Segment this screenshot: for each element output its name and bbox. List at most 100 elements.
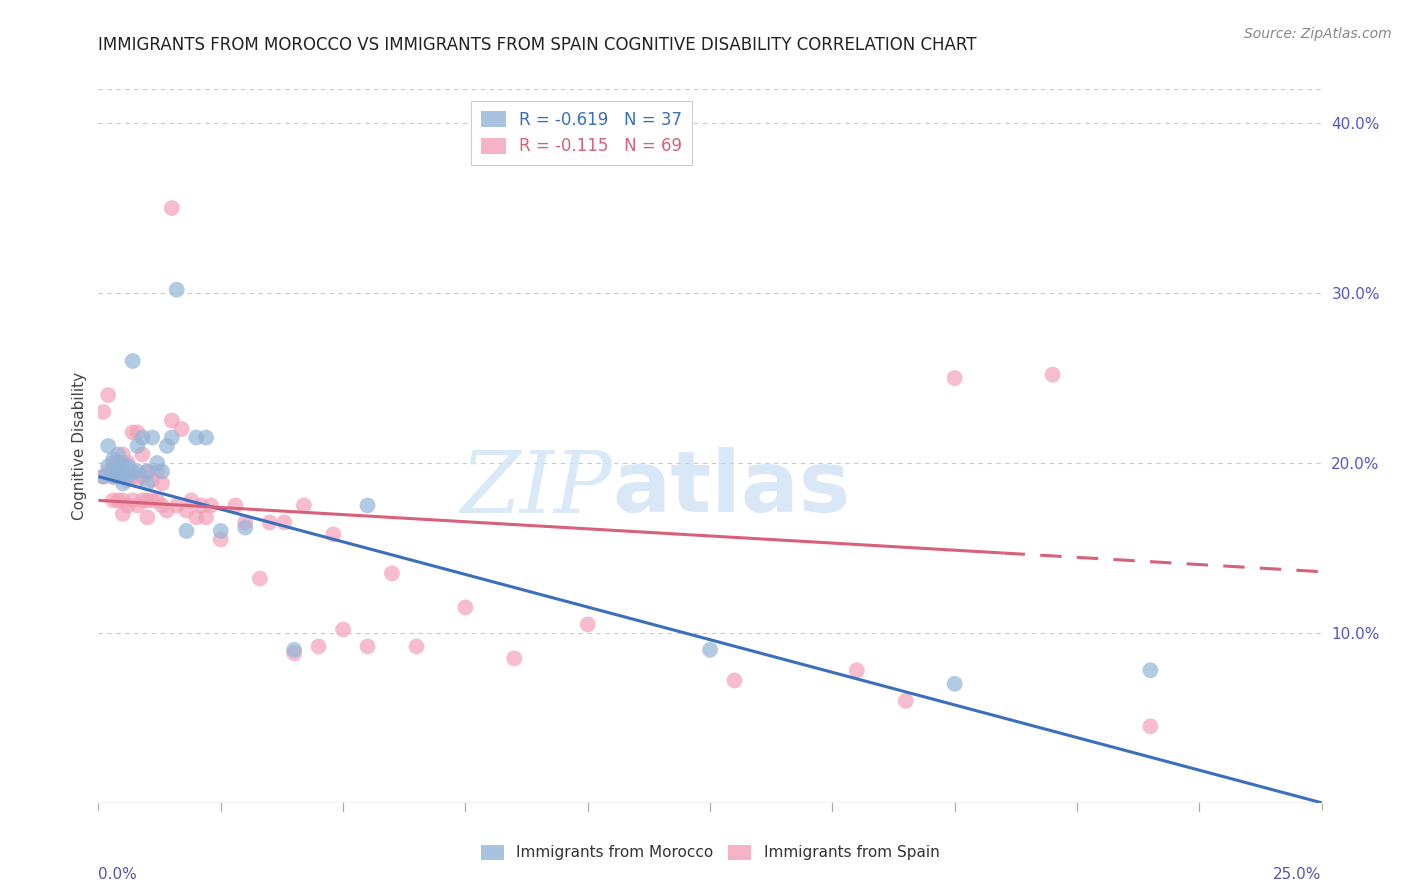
Point [97, 465, 120, 479]
Point [356, 640, 378, 654]
Text: atlas: atlas [612, 447, 851, 531]
Point [117, 456, 139, 470]
Text: 0.0%: 0.0% [98, 867, 138, 882]
Point [322, 527, 344, 541]
Point [195, 430, 218, 444]
Point [117, 459, 139, 474]
Text: ZIP: ZIP [460, 448, 612, 530]
Text: Source: ZipAtlas.com: Source: ZipAtlas.com [1244, 27, 1392, 41]
Point [131, 469, 153, 483]
Point [249, 572, 271, 586]
Point [97, 459, 120, 474]
Point [283, 643, 305, 657]
Point [1042, 368, 1064, 382]
Point [503, 651, 526, 665]
Point [150, 476, 173, 491]
Point [117, 499, 139, 513]
Point [107, 469, 129, 483]
Point [186, 510, 208, 524]
Legend: Immigrants from Morocco, Immigrants from Spain: Immigrants from Morocco, Immigrants from… [475, 838, 945, 866]
Y-axis label: Cognitive Disability: Cognitive Disability [72, 372, 87, 520]
Point [136, 465, 159, 479]
Point [160, 201, 183, 215]
Point [224, 499, 246, 513]
Point [121, 469, 143, 483]
Point [131, 448, 153, 462]
Point [136, 465, 159, 479]
Point [101, 456, 124, 470]
Point [699, 643, 721, 657]
Point [97, 439, 120, 453]
Point [146, 493, 169, 508]
Point [233, 516, 256, 530]
Point [127, 473, 149, 487]
Point [156, 439, 179, 453]
Text: 25.0%: 25.0% [1274, 867, 1322, 882]
Point [136, 493, 159, 508]
Point [141, 430, 163, 444]
Point [91, 469, 114, 483]
Point [101, 465, 124, 479]
Point [283, 646, 305, 660]
Point [127, 465, 149, 479]
Point [160, 430, 183, 444]
Point [91, 469, 114, 483]
Point [180, 493, 202, 508]
Point [121, 425, 143, 440]
Point [200, 499, 222, 513]
Point [107, 456, 129, 470]
Point [845, 663, 868, 677]
Point [111, 476, 134, 491]
Point [146, 465, 169, 479]
Point [127, 425, 149, 440]
Point [943, 371, 966, 385]
Point [381, 566, 404, 581]
Point [209, 524, 232, 538]
Point [111, 456, 134, 470]
Point [209, 533, 232, 547]
Point [107, 465, 129, 479]
Point [101, 493, 124, 508]
Point [308, 640, 330, 654]
Point [156, 503, 179, 517]
Point [160, 413, 183, 427]
Point [454, 600, 477, 615]
Point [405, 640, 427, 654]
Point [233, 520, 256, 534]
Point [176, 524, 198, 538]
Point [101, 469, 124, 483]
Point [107, 469, 129, 483]
Point [91, 405, 114, 419]
Point [101, 452, 124, 467]
Point [111, 465, 134, 479]
Point [136, 476, 159, 491]
Point [121, 465, 143, 479]
Point [111, 448, 134, 462]
Point [121, 354, 143, 368]
Point [131, 493, 153, 508]
Point [943, 677, 966, 691]
Point [127, 439, 149, 453]
Point [150, 465, 173, 479]
Point [117, 473, 139, 487]
Point [107, 448, 129, 462]
Point [332, 623, 354, 637]
Point [101, 469, 124, 483]
Point [121, 493, 143, 508]
Point [190, 499, 212, 513]
Point [176, 503, 198, 517]
Point [111, 493, 134, 508]
Point [292, 499, 315, 513]
Point [356, 499, 378, 513]
Point [97, 388, 120, 402]
Point [127, 499, 149, 513]
Point [141, 473, 163, 487]
Point [136, 510, 159, 524]
Point [111, 507, 134, 521]
Point [894, 694, 917, 708]
Point [1139, 663, 1161, 677]
Point [273, 516, 295, 530]
Point [166, 283, 188, 297]
Point [117, 469, 139, 483]
Text: IMMIGRANTS FROM MOROCCO VS IMMIGRANTS FROM SPAIN COGNITIVE DISABILITY CORRELATIO: IMMIGRANTS FROM MOROCCO VS IMMIGRANTS FR… [98, 36, 977, 54]
